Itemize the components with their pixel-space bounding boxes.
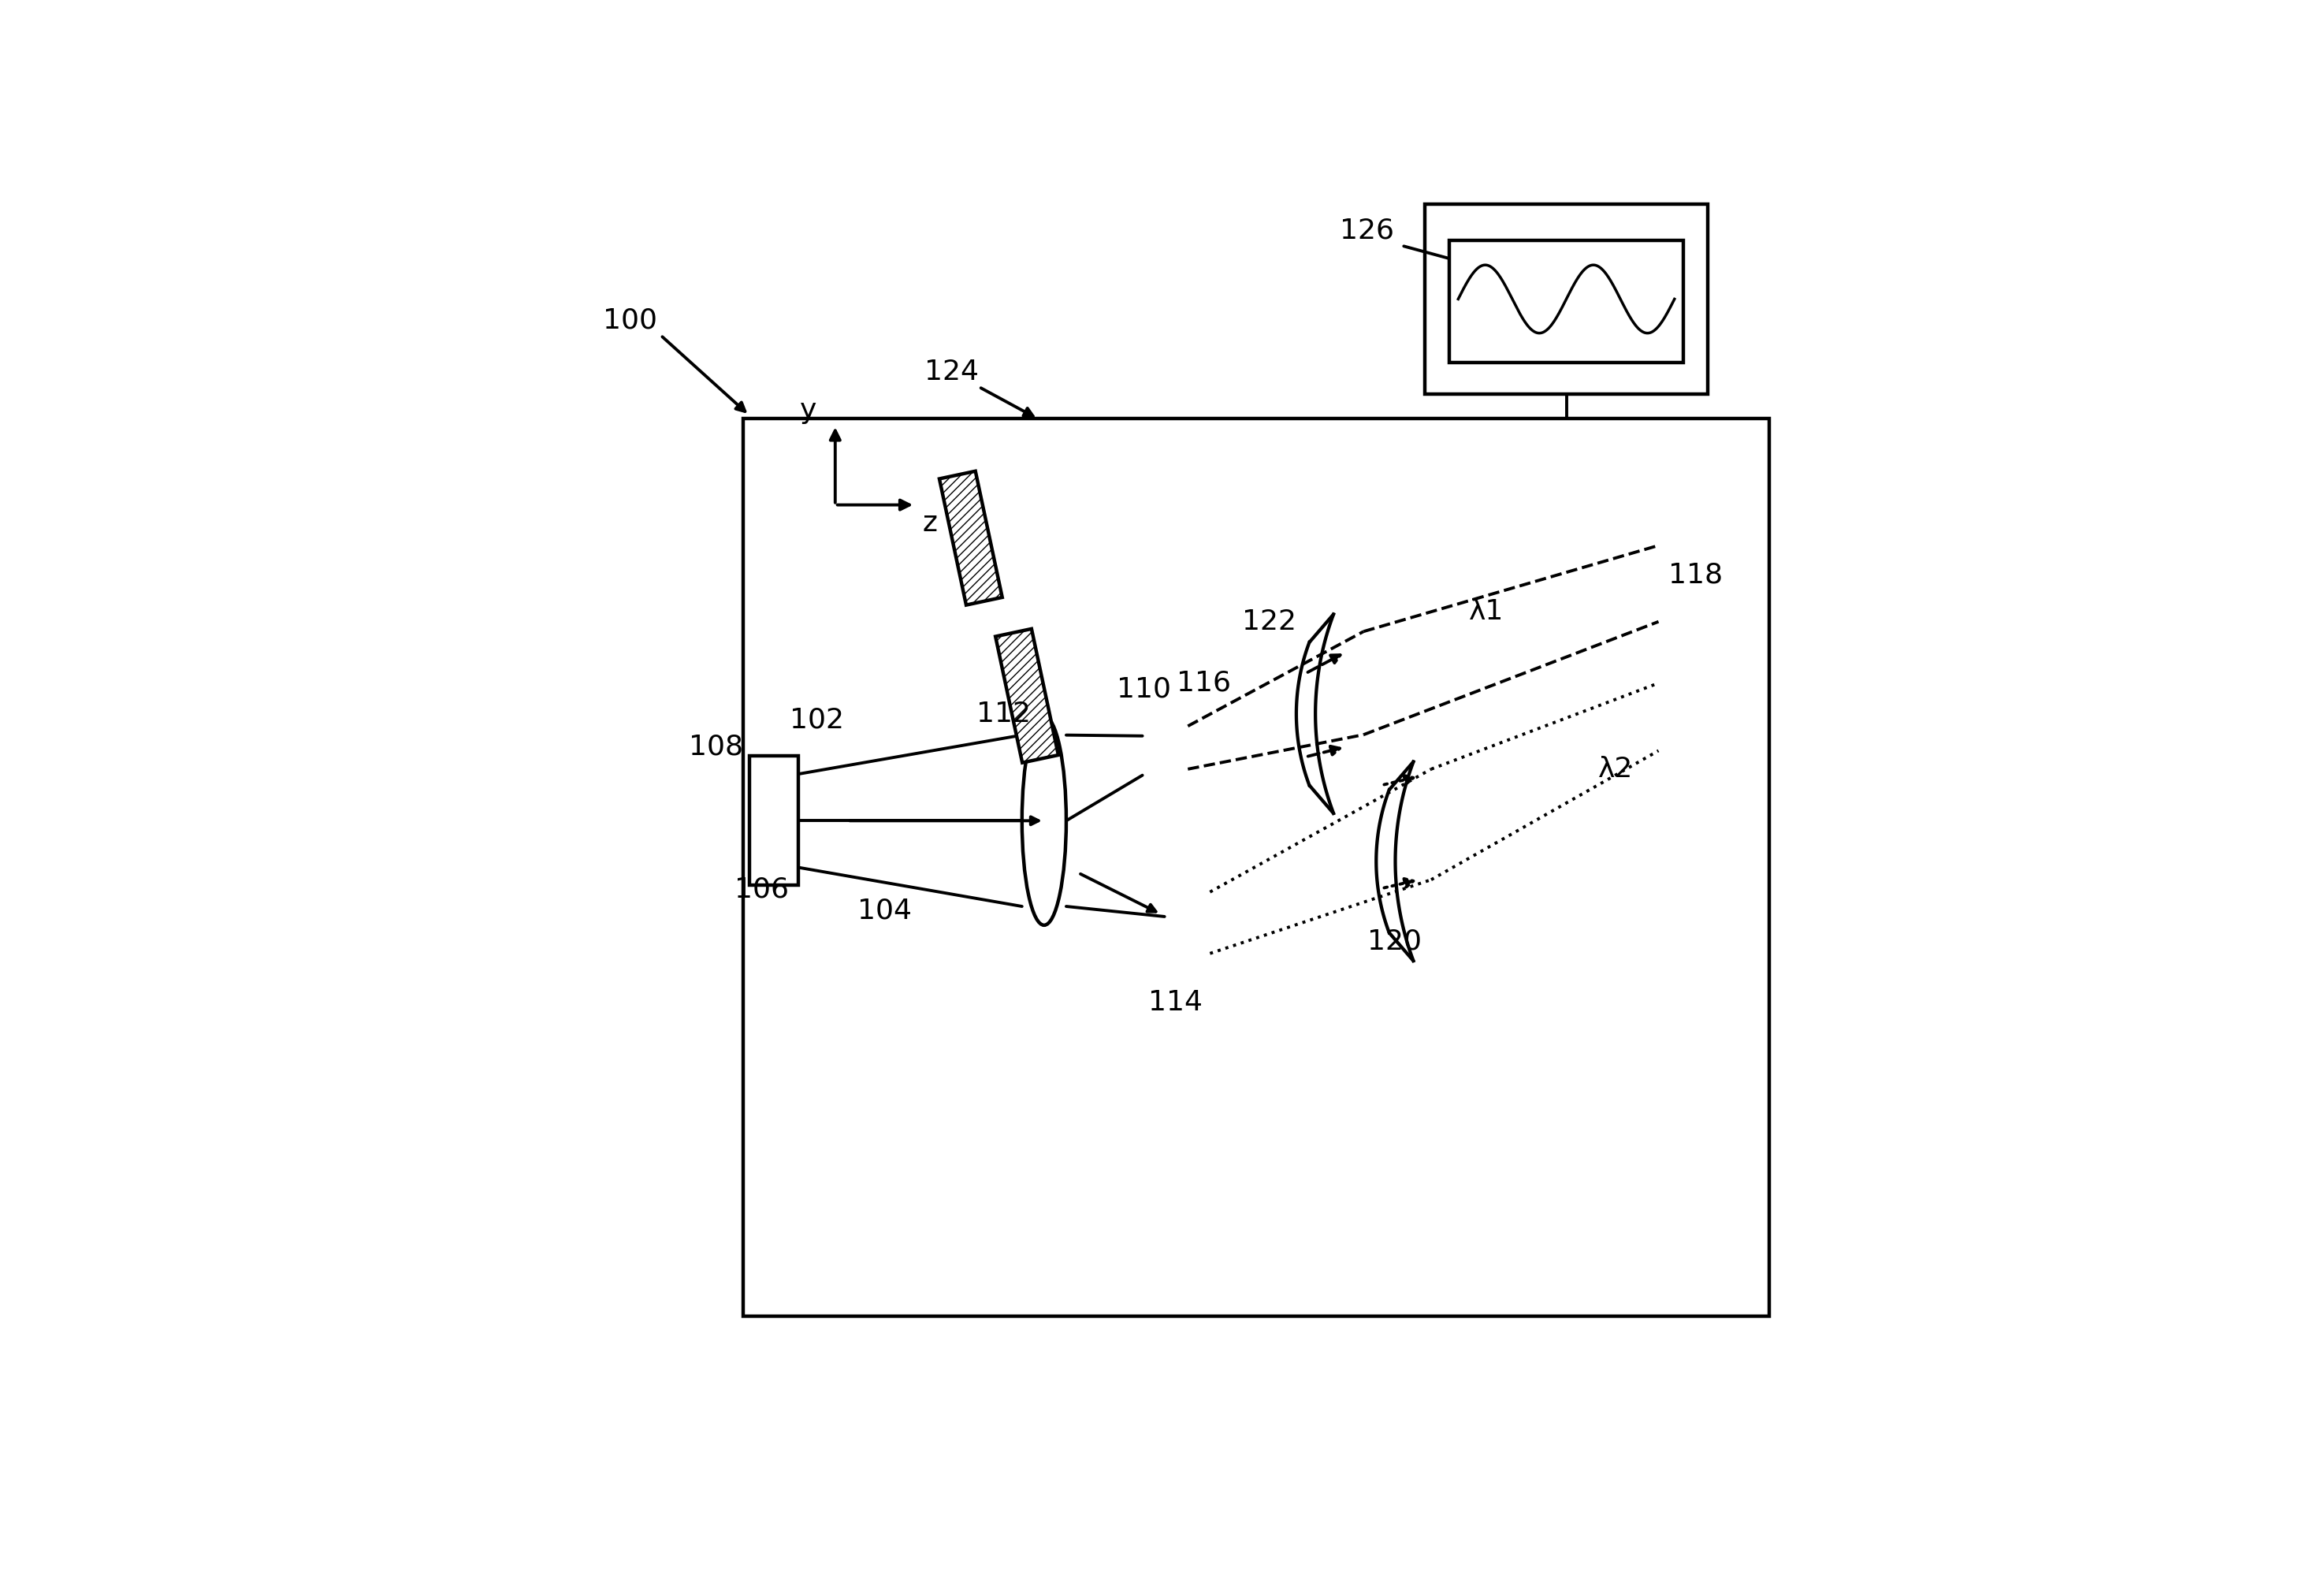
Text: 100: 100 <box>604 306 657 334</box>
Ellipse shape <box>1022 717 1066 926</box>
Bar <box>742 418 1769 1317</box>
Text: 116: 116 <box>1177 670 1231 696</box>
Bar <box>995 629 1059 763</box>
Bar <box>1450 241 1684 362</box>
Text: 102: 102 <box>789 707 844 733</box>
Text: 110: 110 <box>1117 675 1170 702</box>
Bar <box>749 757 798 886</box>
Text: 120: 120 <box>1367 927 1422 954</box>
Text: 124: 124 <box>925 359 978 386</box>
Text: 104: 104 <box>858 897 911 924</box>
Text: 112: 112 <box>976 701 1032 728</box>
Bar <box>1864 1531 2035 1596</box>
Bar <box>1425 204 1707 394</box>
Text: λ1: λ1 <box>1469 598 1503 626</box>
Text: 126: 126 <box>1339 217 1395 244</box>
Text: 118: 118 <box>1668 562 1723 589</box>
Text: 122: 122 <box>1242 608 1295 635</box>
Text: y: y <box>800 397 816 423</box>
Text: z: z <box>923 511 937 536</box>
Text: 114: 114 <box>1147 990 1203 1017</box>
Text: 108: 108 <box>689 734 742 760</box>
Bar <box>939 471 1002 605</box>
Text: 106: 106 <box>733 876 789 903</box>
Text: λ2: λ2 <box>1598 757 1633 782</box>
